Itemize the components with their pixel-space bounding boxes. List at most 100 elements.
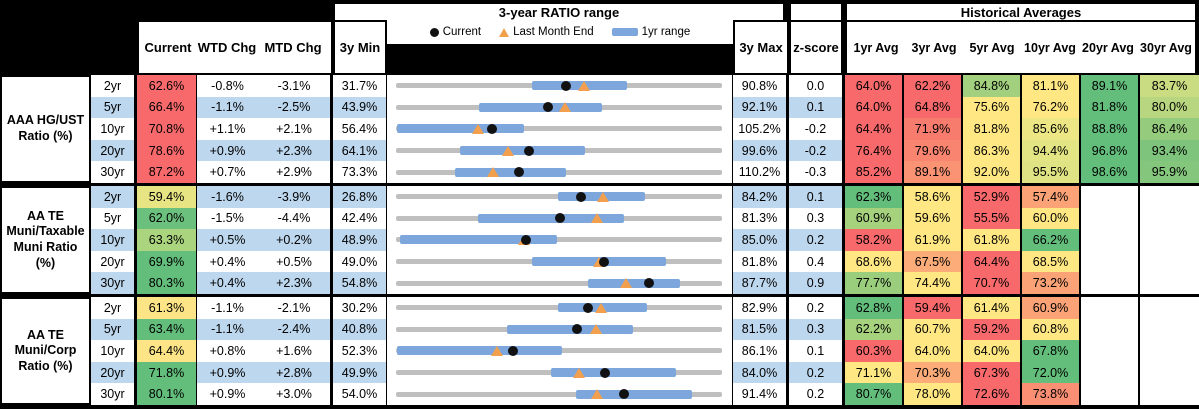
avg-cell: 67.8%	[1022, 340, 1081, 362]
tenor-cell: 10yr	[91, 229, 137, 251]
tenor-cell: 2yr	[91, 297, 137, 319]
mtd-chg-cell: -3.9%	[258, 186, 333, 208]
avg-cell: 60.9%	[845, 207, 904, 230]
last-month-triangle-marker	[572, 367, 585, 378]
avg-cell: 95.5%	[1022, 161, 1081, 183]
z-score-column-header: z-score	[789, 20, 843, 75]
section-rows: 2yr 61.3% -1.1% -2.1% 30.2% 82.9% 0.2 62.8% 59.4…	[91, 297, 1199, 405]
3y-min-cell: 73.3%	[333, 161, 387, 183]
3y-max-cell: 90.8%	[733, 75, 789, 97]
avg-cell: 60.3%	[845, 340, 904, 362]
range-track	[396, 272, 722, 294]
z-score-cell: 0.2	[789, 383, 845, 405]
3y-min-cell: 26.8%	[333, 186, 387, 208]
1yr-range-bar	[550, 368, 677, 378]
current-cell: 66.4%	[137, 96, 197, 119]
current-dot-marker	[572, 324, 583, 335]
mtd-chg-column-header: MTD Chg	[264, 40, 322, 55]
range-track	[396, 340, 722, 362]
avg-cell: 62.2%	[904, 75, 963, 97]
avg-cell: 64.0%	[845, 96, 904, 119]
current-dot-marker	[507, 345, 518, 356]
tenor-cell: 10yr	[91, 340, 137, 362]
avg-cell: 81.8%	[963, 118, 1022, 140]
table-row: 10yr 64.4% +0.8% +1.6% 52.3% 86.1% 0.1 60.3% 64.…	[91, 340, 1199, 362]
avg-cell: 73.8%	[1022, 383, 1081, 405]
table-row: 20yr 71.8% +0.9% +2.8% 49.9% 84.0% 0.2 71.1% 70.…	[91, 361, 1199, 384]
tenor-cell: 5yr	[91, 318, 137, 341]
3y-max-cell: 81.5%	[733, 318, 789, 341]
avg-columns-header: 1yr Avg 3yr Avg 5yr Avg 10yr Avg 20yr Av…	[845, 20, 1197, 75]
table-row: 2yr 61.3% -1.1% -2.1% 30.2% 82.9% 0.2 62.8% 59.4…	[91, 297, 1199, 319]
range-chart	[387, 229, 733, 251]
last-month-triangle-marker	[472, 123, 485, 134]
range-chart	[387, 161, 733, 183]
last-month-end-triangle-icon	[499, 27, 510, 37]
avg-cell: 83.7%	[1140, 75, 1199, 97]
avg-cell: 70.7%	[963, 272, 1022, 294]
range-track	[396, 362, 722, 384]
30yr-avg-column-header: 30yr Avg	[1140, 40, 1192, 55]
current-dot-marker	[521, 234, 532, 245]
avg-cell: 86.3%	[963, 139, 1022, 162]
zscore-top-spacer-cell	[789, 2, 843, 22]
current-dot-marker	[583, 302, 594, 313]
1yr-range-bar	[506, 324, 634, 334]
tenor-cell: 20yr	[91, 250, 137, 273]
3y-min-cell: 42.4%	[333, 207, 387, 230]
avg-cell: 70.3%	[904, 361, 963, 384]
last-month-triangle-marker	[591, 389, 604, 400]
avg-cell: 85.2%	[845, 161, 904, 183]
current-cell: 78.6%	[137, 139, 197, 162]
legend-last-month-end-label: Last Month End	[513, 26, 594, 38]
current-cell: 80.3%	[137, 272, 197, 294]
range-track	[396, 161, 722, 183]
avg-cell: 60.8%	[1022, 318, 1081, 341]
range-chart	[387, 75, 733, 97]
current-cell: 62.0%	[137, 207, 197, 230]
current-dot-marker	[543, 102, 554, 113]
3y-max-cell: 84.0%	[733, 361, 789, 384]
table-row: 10yr 70.8% +1.1% +2.1% 56.4% 105.2% -0.2 64.4% 7…	[91, 118, 1199, 140]
3y-min-cell: 30.2%	[333, 297, 387, 319]
avg-cell: 72.6%	[963, 383, 1022, 405]
range-track	[396, 383, 722, 405]
avg-cell: 60.0%	[1022, 207, 1081, 230]
avg-cell: 64.8%	[904, 96, 963, 119]
z-score-cell: 0.9	[789, 272, 845, 294]
chart-group-header: 3-year RATIO range	[333, 2, 785, 22]
range-chart	[387, 186, 733, 208]
3y-max-cell: 86.1%	[733, 340, 789, 362]
avg-cell: 80.7%	[845, 383, 904, 405]
mtd-chg-cell: -2.5%	[258, 96, 333, 119]
avg-cell-empty	[1081, 318, 1140, 341]
5yr-avg-column-header: 5yr Avg	[969, 40, 1015, 55]
range-chart	[387, 207, 733, 230]
avg-cell-empty	[1140, 272, 1199, 294]
3y-min-cell: 54.8%	[333, 272, 387, 294]
table-row: 20yr 78.6% +0.9% +2.3% 64.1% 99.6% -0.2 76.4% 79…	[91, 139, 1199, 162]
avg-cell: 86.4%	[1140, 118, 1199, 140]
mtd-chg-cell: +2.3%	[258, 139, 333, 162]
section-aa-te-muni-taxable: AA TE Muni/Taxable Muni Ratio (%) 2yr 59.…	[0, 186, 1199, 294]
avg-cell: 96.8%	[1081, 139, 1140, 162]
3y-min-cell: 56.4%	[333, 118, 387, 140]
3y-max-cell: 91.4%	[733, 383, 789, 405]
avg-cell-empty	[1081, 186, 1140, 208]
mtd-chg-cell: +2.1%	[258, 118, 333, 140]
z-score-cell: 0.3	[789, 207, 845, 230]
mtd-chg-cell: +0.2%	[258, 229, 333, 251]
avg-cell-empty	[1140, 383, 1199, 405]
avg-cell: 71.9%	[904, 118, 963, 140]
1yr-range-bar	[455, 167, 566, 177]
legend-item-1yr-range: 1yr range	[611, 26, 690, 38]
wtd-chg-cell: +0.9%	[197, 139, 258, 162]
wtd-chg-cell: +1.1%	[197, 118, 258, 140]
z-score-cell: 0.0	[789, 75, 845, 97]
change-columns-header: Current WTD Chg MTD Chg	[137, 20, 333, 75]
wtd-chg-cell: -0.8%	[197, 75, 258, 97]
avg-cell: 81.1%	[1022, 75, 1081, 97]
avg-cell: 88.8%	[1081, 118, 1140, 140]
3y-max-cell: 110.2%	[733, 161, 789, 183]
